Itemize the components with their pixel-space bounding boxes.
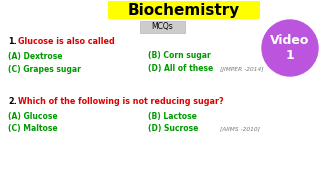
Text: (B) Lactose: (B) Lactose <box>148 111 197 120</box>
Text: [AIIMS -2010]: [AIIMS -2010] <box>220 127 260 132</box>
Text: (A) Glucose: (A) Glucose <box>8 111 58 120</box>
Text: (C) Grapes sugar: (C) Grapes sugar <box>8 64 81 73</box>
Circle shape <box>262 20 318 76</box>
FancyBboxPatch shape <box>140 21 185 33</box>
Text: 1.: 1. <box>8 37 17 46</box>
Text: (D) All of these: (D) All of these <box>148 64 213 73</box>
FancyBboxPatch shape <box>108 1 260 19</box>
Text: (A) Dextrose: (A) Dextrose <box>8 51 62 60</box>
Text: (D) Sucrose: (D) Sucrose <box>148 125 198 134</box>
Text: (B) Corn sugar: (B) Corn sugar <box>148 51 211 60</box>
Text: Glucose is also called: Glucose is also called <box>18 37 115 46</box>
Text: [JIMPER -2014]: [JIMPER -2014] <box>220 66 263 71</box>
Text: Video
1: Video 1 <box>270 34 310 62</box>
Text: (C) Maltose: (C) Maltose <box>8 125 58 134</box>
Text: 2.: 2. <box>8 98 17 107</box>
Text: Which of the following is not reducing sugar?: Which of the following is not reducing s… <box>18 98 224 107</box>
Text: Biochemistry: Biochemistry <box>128 3 240 19</box>
Text: MCQs: MCQs <box>151 22 173 32</box>
